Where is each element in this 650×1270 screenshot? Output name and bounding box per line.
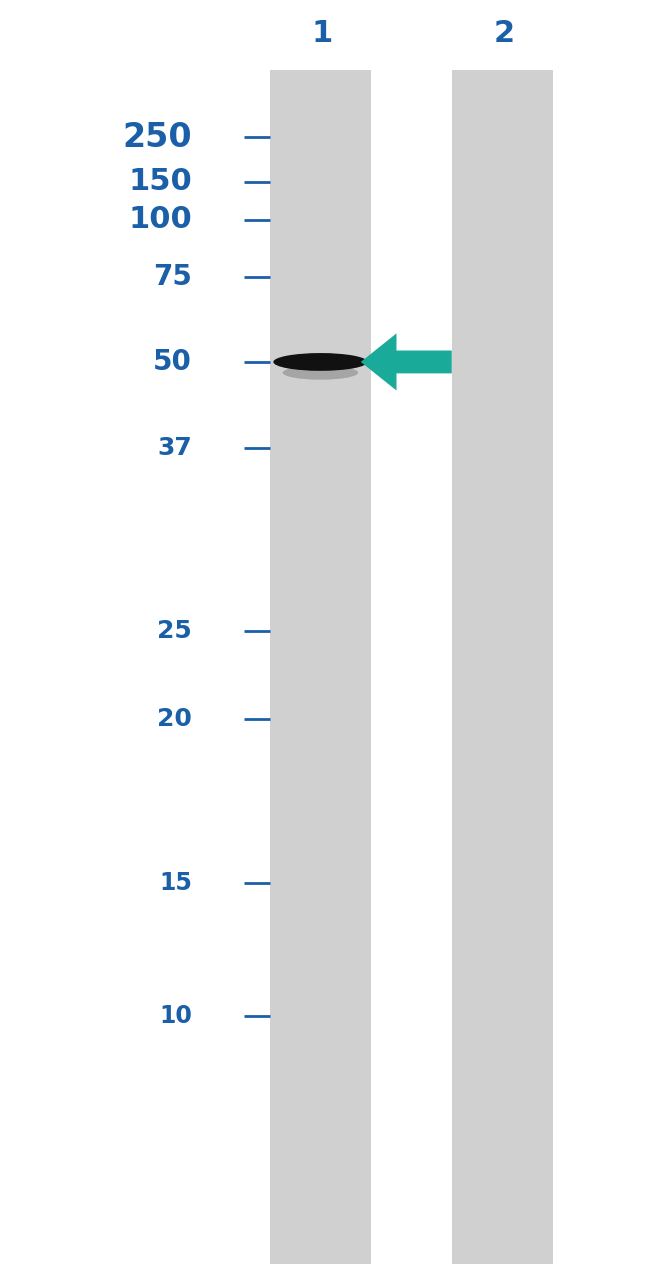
Text: 250: 250 xyxy=(122,121,192,154)
Text: 150: 150 xyxy=(128,168,192,196)
Text: 1: 1 xyxy=(311,19,332,48)
Text: 50: 50 xyxy=(153,348,192,376)
Text: 15: 15 xyxy=(159,871,192,894)
Ellipse shape xyxy=(273,353,368,371)
Ellipse shape xyxy=(283,366,358,380)
Text: 20: 20 xyxy=(157,707,192,730)
Text: 75: 75 xyxy=(153,263,192,291)
Text: 37: 37 xyxy=(157,437,192,460)
Text: 10: 10 xyxy=(159,1005,192,1027)
Bar xyxy=(270,70,370,1264)
Text: 2: 2 xyxy=(493,19,514,48)
FancyArrow shape xyxy=(361,333,452,391)
Bar xyxy=(452,70,552,1264)
Text: 25: 25 xyxy=(157,620,192,643)
Text: 100: 100 xyxy=(128,206,192,234)
